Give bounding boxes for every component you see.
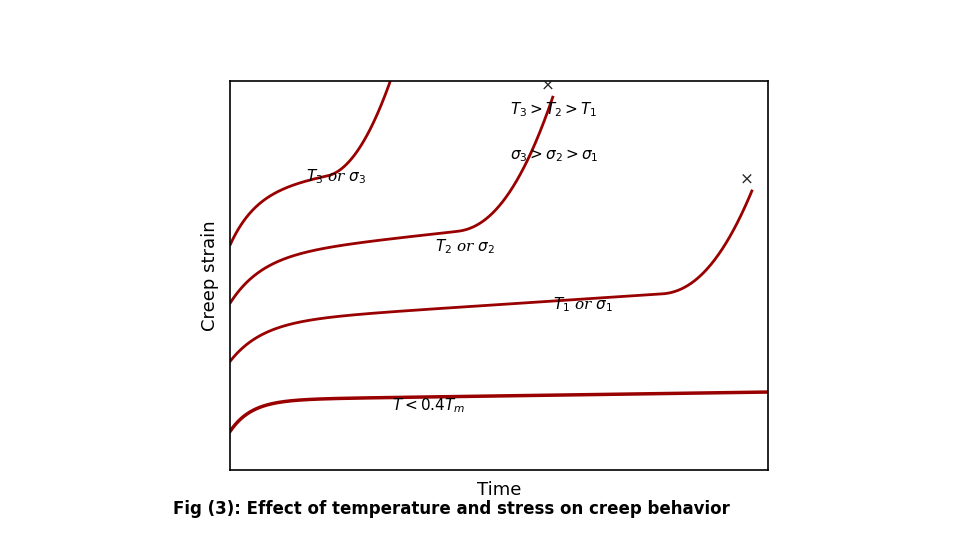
Y-axis label: Creep strain: Creep strain xyxy=(202,220,219,330)
Text: $T_1$ or $\sigma_1$: $T_1$ or $\sigma_1$ xyxy=(553,295,613,314)
X-axis label: Time: Time xyxy=(477,481,521,499)
Text: $T < 0.4T_m$: $T < 0.4T_m$ xyxy=(392,397,465,415)
Text: $T_3$ or $\sigma_3$: $T_3$ or $\sigma_3$ xyxy=(305,167,366,186)
Text: $T_3 > T_2 > T_1$: $T_3 > T_2 > T_1$ xyxy=(510,100,597,119)
Text: Fig (3): Effect of temperature and stress on creep behavior: Fig (3): Effect of temperature and stres… xyxy=(173,501,730,518)
Text: $\sigma_3 > \sigma_2 > \sigma_1$: $\sigma_3 > \sigma_2 > \sigma_1$ xyxy=(510,147,599,164)
Text: $T_2$ or $\sigma_2$: $T_2$ or $\sigma_2$ xyxy=(435,237,494,256)
Text: ×: × xyxy=(739,170,754,187)
Text: ×: × xyxy=(540,76,555,93)
